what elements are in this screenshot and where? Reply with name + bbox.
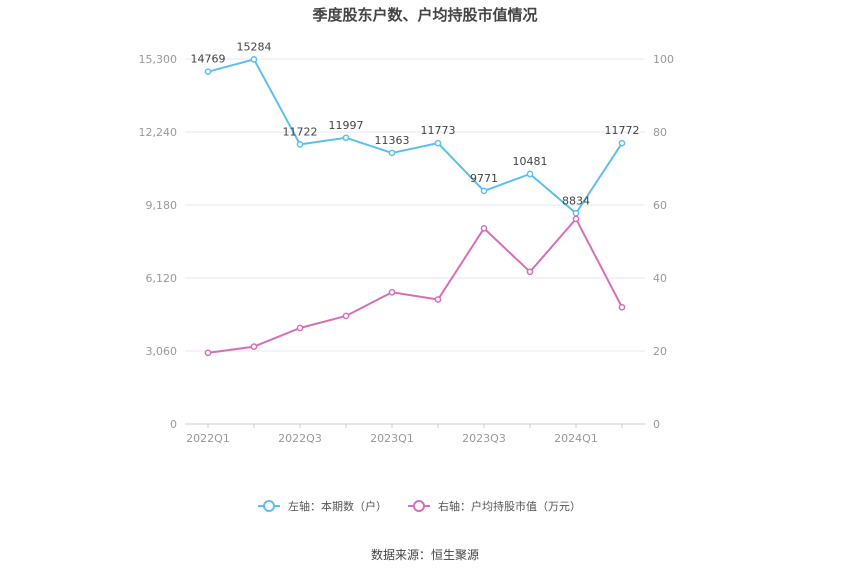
series <box>204 56 626 357</box>
source-note: 数据来源：恒生聚源 <box>370 548 479 562</box>
x-tick-label: 2024Q1 <box>554 432 598 445</box>
point-holders <box>296 141 304 148</box>
data-label: 11773 <box>421 124 456 137</box>
point-market-value <box>618 303 626 311</box>
y-right-tick-label: 60 <box>653 199 667 212</box>
y-left-tick-label: 6,120 <box>146 272 178 285</box>
data-label: 11363 <box>375 134 410 147</box>
x-tick-label: 2023Q1 <box>370 432 414 445</box>
axes: 0 3,060 6,120 9,180 12,240 15,300 0 20 40 60 80 100… <box>139 53 675 445</box>
point-market-value <box>250 343 258 350</box>
point-market-value <box>526 268 534 276</box>
point-holders <box>388 149 396 157</box>
point-holders <box>526 170 534 178</box>
data-label: 11997 <box>329 119 364 132</box>
point-holders <box>250 56 258 63</box>
y-right-tick-label: 0 <box>653 418 660 431</box>
data-labels: 14769 15284 11722 11997 11363 11773 9771 10481 8… <box>191 40 640 207</box>
point-holders <box>342 134 350 142</box>
point-holders <box>480 187 488 195</box>
y-left-tick-label: 0 <box>170 418 177 431</box>
point-market-value <box>434 296 442 303</box>
y-left-tick-label: 12,240 <box>139 126 178 139</box>
data-label: 14769 <box>191 53 226 66</box>
legend-marker <box>263 500 275 512</box>
data-label: 10481 <box>513 155 548 168</box>
y-right-tick-label: 100 <box>653 53 674 66</box>
point-holders <box>618 139 626 147</box>
point-market-value <box>342 312 350 320</box>
data-label: 8834 <box>562 194 590 207</box>
series-line-market-value <box>207 217 623 354</box>
x-tick-label: 2022Q1 <box>186 432 230 445</box>
series-line-holders <box>207 58 623 215</box>
legend: 左轴：本期数（户） 右轴：户均持股市值（万元） <box>258 499 581 513</box>
point-market-value <box>480 225 488 232</box>
chart-title: 季度股东户数、户均持股市值情况 <box>312 6 538 24</box>
x-tick-label: 2022Q3 <box>278 432 322 445</box>
point-market-value <box>388 288 396 296</box>
point-market-value <box>572 215 580 223</box>
point-market-value <box>204 349 212 357</box>
point-market-value <box>296 324 304 332</box>
y-right-tick-label: 20 <box>653 345 667 358</box>
y-left-tick-label: 3,060 <box>146 345 178 358</box>
y-right-tick-label: 80 <box>653 126 667 139</box>
legend-label: 左轴：本期数（户） <box>288 499 387 513</box>
y-left-tick-label: 15,300 <box>139 53 178 66</box>
y-right-tick-label: 40 <box>653 272 667 285</box>
point-holders <box>204 68 212 76</box>
data-label: 15284 <box>237 40 272 53</box>
data-label: 11772 <box>605 124 640 137</box>
x-tick-label: 2023Q3 <box>462 432 506 445</box>
data-label: 9771 <box>470 172 498 185</box>
grid-lines <box>185 58 645 425</box>
data-label: 11722 <box>283 125 318 138</box>
legend-label: 右轴：户均持股市值（万元） <box>438 499 581 513</box>
y-left-tick-label: 9,180 <box>146 199 178 212</box>
point-holders <box>572 209 580 217</box>
legend-marker <box>413 500 425 512</box>
point-holders <box>434 139 442 147</box>
